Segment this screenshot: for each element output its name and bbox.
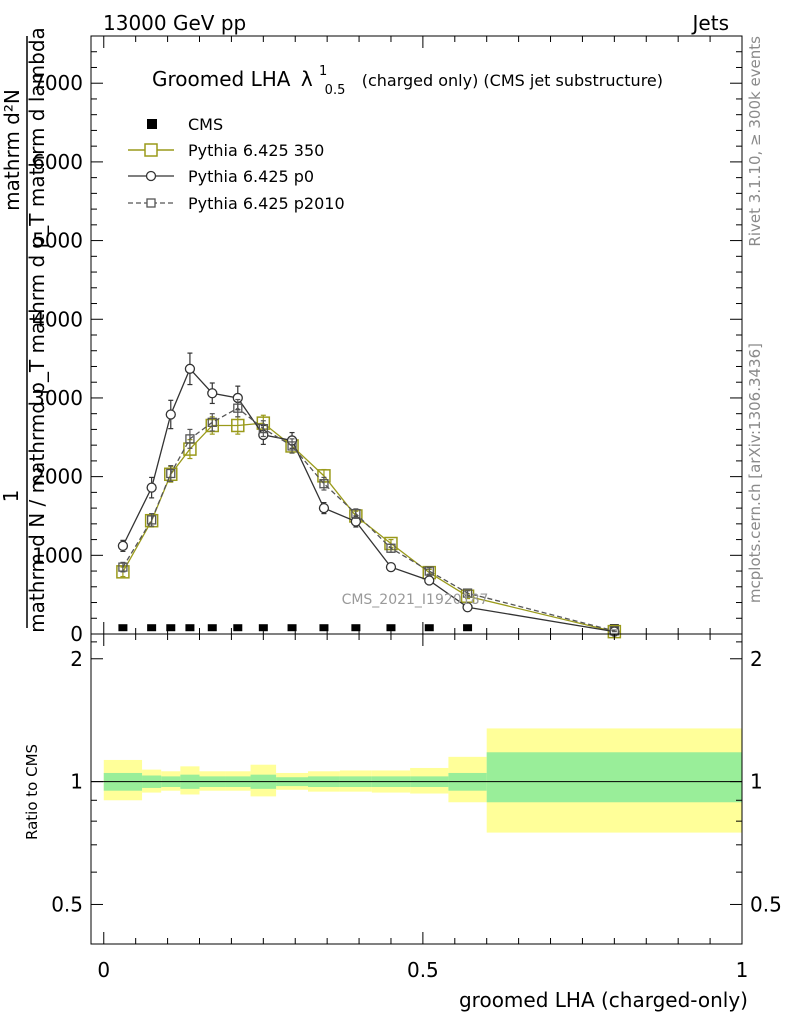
data-point	[386, 624, 396, 632]
data-point	[463, 624, 473, 632]
main-y-tick-label: 2000	[32, 465, 83, 489]
main-y-tick-label: 1000	[32, 543, 83, 567]
title-lambda-sup: 1	[319, 64, 327, 79]
category-label: Jets	[691, 11, 729, 35]
stat-band-bin	[486, 752, 742, 803]
data-point	[117, 540, 129, 552]
main-y-tick-label: 0	[70, 622, 83, 646]
main-y-label: 1 mathrm d²N mathrm d N / mathrmd p_T ma…	[0, 27, 49, 633]
chart-title: Groomed LHA λ 1 0.5 (charged only) (CMS …	[152, 56, 663, 99]
data-point	[147, 624, 157, 632]
data-point	[351, 624, 361, 632]
data-point	[424, 624, 434, 632]
main-plot: 0 1000 2000 3000 4000 5000 6000 7000 Groomed LH…	[0, 27, 743, 646]
data-point	[118, 562, 128, 572]
data-point	[118, 624, 128, 632]
legend-entry-pythia-350: Pythia 6.425 350	[128, 141, 324, 160]
legend-label-cms: CMS	[188, 115, 223, 134]
x-tick-label: 0	[97, 958, 110, 982]
main-y-ticks: 0 1000 2000 3000 4000 5000 6000 7000	[32, 51, 742, 646]
data-point	[385, 561, 397, 573]
rivet-label: Rivet 3.1.10, ≥ 300k events	[746, 36, 764, 247]
legend-marker-pythia-350	[144, 143, 158, 157]
data-point	[185, 624, 195, 632]
data-point	[424, 575, 435, 586]
legend-label-pythia-p0: Pythia 6.425 p0	[188, 167, 314, 186]
data-point	[166, 468, 176, 479]
data-point	[386, 543, 396, 553]
x-tick-label: 0.5	[407, 958, 439, 982]
ratio-y-tick-label: 1	[70, 770, 83, 794]
data-point	[424, 566, 434, 576]
data-point	[258, 624, 268, 632]
ratio-x-ticks: 0 0.5 1	[97, 634, 748, 982]
data-point	[231, 418, 245, 433]
data-point	[462, 588, 473, 598]
ratio-y-label: Ratio to CMS	[23, 744, 41, 840]
mcplots-label: mcplots.cern.ch [arXiv:1306.3436]	[746, 343, 764, 603]
legend-label-pythia-350: Pythia 6.425 350	[188, 141, 324, 160]
title-rest: (charged only) (CMS jet substructure)	[362, 71, 663, 90]
data-point	[146, 515, 157, 525]
ratio-y-tick-label-right: 2	[750, 647, 763, 671]
data-point	[319, 624, 329, 632]
ratio-plot-frame	[90, 633, 743, 945]
legend-entry-cms: CMS	[147, 115, 223, 134]
title-lambda: λ	[301, 67, 313, 91]
ratio-y-tick-label-right: 1	[750, 770, 763, 794]
data-point	[287, 624, 297, 632]
data-point	[185, 434, 195, 444]
ratio-y-tick-label: 2	[70, 647, 83, 671]
title-main: Groomed LHA	[152, 67, 291, 91]
data-point	[287, 441, 297, 451]
main-series	[116, 352, 622, 639]
ratio-y-tick-label: 0.5	[51, 892, 83, 916]
legend-entry-pythia-p0: Pythia 6.425 p0	[128, 167, 314, 186]
data-point	[207, 388, 218, 399]
data-point	[207, 417, 217, 427]
data-point	[233, 403, 243, 413]
main-y-tick-label: 3000	[32, 386, 83, 410]
legend-entry-pythia-p2010: Pythia 6.425 p2010	[128, 194, 345, 213]
data-point	[146, 482, 157, 493]
main-y-tick-label: 7000	[32, 71, 83, 95]
legend-marker-pythia-p2010	[146, 198, 156, 208]
main-y-tick-label: 4000	[32, 307, 83, 331]
legend-marker-cms	[147, 119, 157, 129]
y-label-numerator: mathrm d²N	[0, 89, 24, 211]
y-label-denominator: mathrm d N / mathrmd p_T mathrm d p_T ma…	[25, 27, 49, 633]
ratio-y-tick-label-right: 0.5	[750, 892, 782, 916]
data-point	[462, 602, 473, 613]
ratio-plot: 0.5 0.51 12 2 0 0.5 1 Ratio to CMS groomed LH…	[23, 633, 782, 1012]
title-lambda-sub: 0.5	[325, 83, 346, 98]
ratio-bands	[103, 728, 742, 833]
data-point	[319, 479, 329, 489]
legend: CMS Pythia 6.425 350 Pythia 6.425 p0 Pyt…	[128, 115, 345, 213]
data-point	[207, 624, 217, 632]
legend-marker-pythia-p0	[145, 170, 157, 182]
series-line	[122, 407, 615, 632]
ratio-y-ticks: 0.5 0.5 1 1 2 2	[51, 641, 782, 916]
data-point	[165, 409, 176, 420]
y-label-top: 1	[0, 490, 23, 503]
x-axis-label: groomed LHA (charged-only)	[459, 988, 748, 1012]
watermark: CMS_2021_I1920187	[342, 592, 489, 608]
legend-label-pythia-p2010: Pythia 6.425 p2010	[188, 194, 345, 213]
data-point	[318, 502, 330, 514]
data-point	[166, 624, 176, 632]
energy-label: 13000 GeV pp	[103, 11, 246, 35]
series-cms	[118, 624, 619, 632]
main-y-tick-label: 6000	[32, 150, 83, 174]
data-point	[184, 363, 196, 374]
x-tick-label: 1	[736, 958, 749, 982]
main-y-tick-label: 5000	[32, 229, 83, 253]
data-point	[351, 508, 361, 519]
data-point	[233, 624, 243, 632]
data-point	[258, 423, 268, 434]
